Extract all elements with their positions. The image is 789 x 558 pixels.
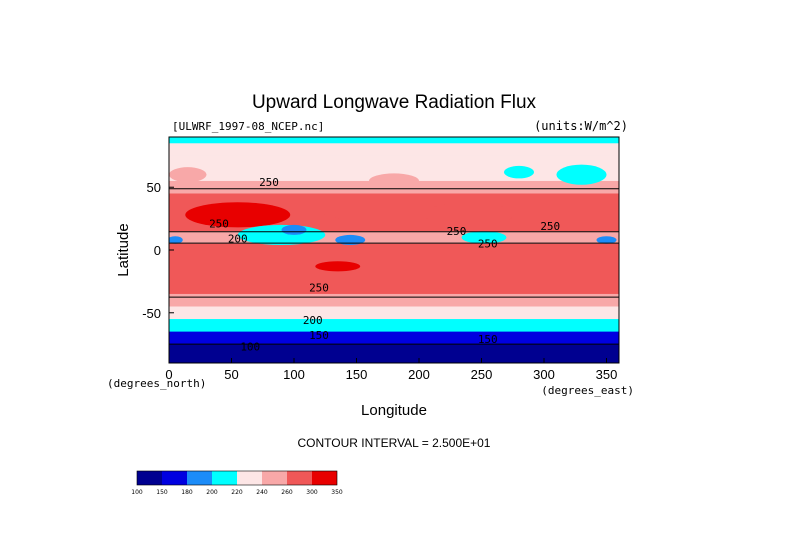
regional-feature [504, 165, 534, 179]
x-tick-label: 100 [283, 367, 305, 382]
plot-area: 250 200 250 250 250 250 250 200 150 100 150 [169, 137, 619, 363]
regional-feature [315, 261, 361, 272]
colorbar-label: 240 [256, 489, 268, 496]
colorbar-label: 180 [181, 489, 193, 496]
zonal-band [169, 319, 619, 333]
x-tick-label: 200 [408, 367, 430, 382]
contour-label: 250 [540, 220, 560, 233]
colorbar-swatch [162, 471, 187, 485]
regional-features [169, 164, 617, 272]
colorbar-label: 220 [231, 489, 243, 496]
colorbar-label: 300 [306, 489, 318, 496]
zonal-band [169, 143, 619, 157]
y-axis-ticks: 50 0 -50 [142, 180, 174, 321]
colorbar-swatch [262, 471, 287, 485]
colorbar-swatch [287, 471, 312, 485]
contour-label: 100 [240, 340, 260, 353]
zonal-band [169, 243, 619, 257]
contour-labels: 250 200 250 250 250 250 250 200 150 100 150 [209, 176, 560, 353]
regional-feature [335, 234, 366, 245]
zonal-band [169, 268, 619, 282]
regional-feature [461, 231, 507, 244]
regional-feature [596, 236, 617, 244]
regional-feature [425, 202, 513, 228]
y-tick-label: -50 [142, 306, 161, 321]
regional-feature [369, 173, 419, 189]
x-tick-label: 0 [165, 367, 172, 382]
zonal-band [169, 155, 619, 169]
x-tick-label: 150 [346, 367, 368, 382]
zonal-band [169, 193, 619, 207]
colorbar-swatch [312, 471, 337, 485]
colorbar-frame [136, 470, 338, 486]
colorbar-swatch [137, 471, 162, 485]
y-tick-label: 0 [154, 243, 161, 258]
contour-label: 250 [209, 217, 229, 230]
contour-label: 250 [309, 281, 329, 294]
x-tick-label: 300 [533, 367, 555, 382]
units-label: (units:W/m^2) [534, 119, 628, 133]
regional-feature [169, 236, 183, 244]
contour-label: 250 [447, 225, 467, 238]
regional-feature [237, 224, 326, 245]
contour-label: 150 [478, 333, 498, 346]
x-unit-label: (degrees_east) [541, 384, 634, 397]
zonal-band [169, 256, 619, 270]
contour-label: 200 [303, 314, 323, 327]
x-axis-ticks: 0 50 100 150 200 250 300 350 [165, 358, 617, 382]
contour-label: 200 [228, 232, 248, 245]
y-tick-label: 50 [147, 180, 161, 195]
zonal-band [169, 306, 619, 320]
zonal-band [169, 293, 619, 308]
colorbar-swatch [187, 471, 212, 485]
colorbar-label: 350 [331, 489, 343, 496]
zonal-band [169, 137, 619, 144]
x-tick-label: 350 [596, 367, 618, 382]
zonal-band [169, 344, 619, 358]
colorbar: 100 150 180 200 220 240 260 300 350 [131, 470, 343, 496]
source-label: [ULWRF_1997-08_NCEP.nc] [172, 120, 324, 133]
y-axis-label: Latitude [115, 223, 132, 276]
zonal-band [169, 281, 619, 295]
x-tick-label: 50 [224, 367, 238, 382]
zonal-bands [169, 137, 619, 363]
colorbar-label: 260 [281, 489, 293, 496]
regional-feature [169, 167, 207, 183]
colorbar-swatch [237, 471, 262, 485]
x-tick-label: 250 [471, 367, 493, 382]
regional-feature [185, 202, 291, 228]
colorbar-label: 150 [156, 489, 168, 496]
chart-title: Upward Longwave Radiation Flux [252, 92, 537, 113]
x-axis-label: Longitude [361, 402, 427, 419]
contour-interval-label: CONTOUR INTERVAL = 2.500E+01 [298, 436, 491, 450]
colorbar-label: 200 [206, 489, 218, 496]
contour-label: 250 [259, 176, 279, 189]
colorbar-label: 100 [131, 489, 143, 496]
y-unit-label: (degrees_north) [107, 377, 206, 390]
regional-feature [556, 164, 607, 185]
colorbar-swatch [212, 471, 237, 485]
zonal-band [169, 356, 619, 363]
zonal-band [169, 331, 619, 345]
regional-feature [281, 224, 307, 235]
contour-label: 250 [478, 237, 498, 250]
contour-lines [169, 188, 619, 345]
contour-label: 150 [309, 329, 329, 342]
